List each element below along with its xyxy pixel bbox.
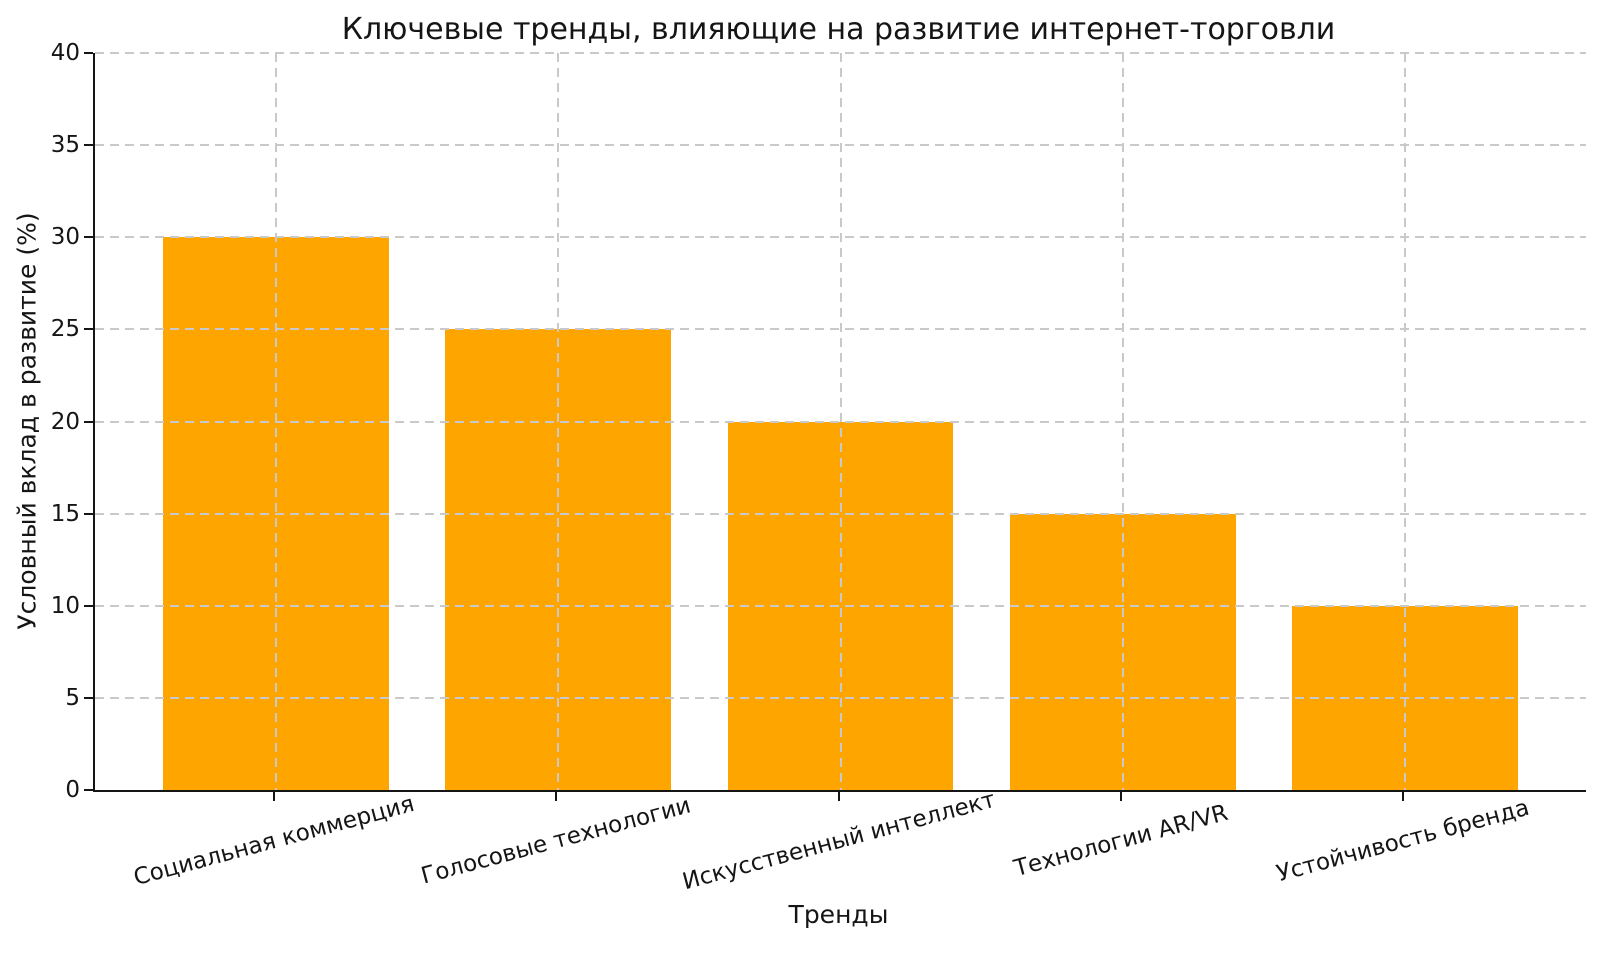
plot-area [93,52,1586,792]
h-gridline-10 [95,604,1586,607]
y-tick-mark-10 [84,604,93,607]
y-tick-label-15: 15 [50,500,80,527]
y-tick-label-5: 5 [65,684,80,711]
y-tick-label-0: 0 [65,777,80,803]
y-tick-mark-5 [84,696,93,699]
y-tick-label-35: 35 [50,132,80,159]
y-tick-mark-35 [84,144,93,147]
x-tick-mark-0 [272,792,275,801]
y-tick-mark-0 [84,789,93,791]
x-tick-mark-1 [555,792,558,801]
x-tick-label-4: Устойчивость бренда [1274,794,1533,888]
y-tick-mark-30 [84,236,93,239]
y-tick-mark-40 [84,52,93,54]
x-tick-label-0: Социальная коммерция [130,791,417,891]
x-tick-label-1: Голосовые технологии [418,792,694,890]
h-gridline-5 [95,696,1586,699]
y-tick-label-25: 25 [50,316,80,343]
h-gridline-25 [95,328,1586,331]
h-gridline-35 [95,144,1586,147]
y-tick-label-20: 20 [50,408,80,435]
h-gridline-20 [95,420,1586,423]
y-tick-label-40: 40 [50,40,80,66]
y-tick-label-10: 10 [50,592,80,619]
x-axis-label: Тренды [788,900,889,929]
x-tick-mark-4 [1402,792,1405,801]
h-gridline-30 [95,236,1586,239]
x-tick-label-2: Искусственный интеллект [679,786,998,896]
y-tick-label-30: 30 [50,224,80,251]
chart-title: Ключевые тренды, влияющие на развитие ин… [341,12,1336,47]
x-tick-mark-3 [1119,792,1122,801]
y-tick-mark-15 [84,512,93,515]
x-tick-label-3: Технологии AR/VR [1011,799,1231,883]
h-gridline-15 [95,512,1586,515]
x-tick-mark-2 [837,792,840,801]
h-gridline-40 [95,52,1586,54]
y-tick-mark-25 [84,328,93,331]
y-tick-mark-20 [84,420,93,423]
